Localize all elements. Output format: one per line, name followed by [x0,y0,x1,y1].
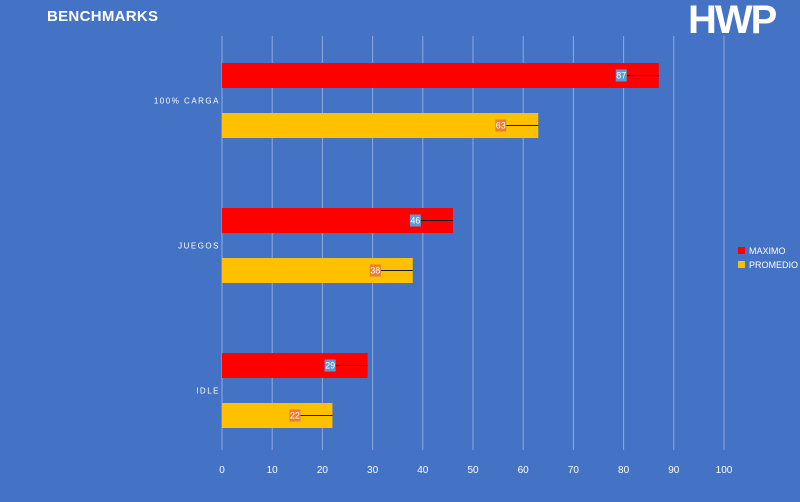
x-tick-label: 70 [568,465,580,476]
data-label: 38 [370,266,380,276]
data-label-box [409,214,421,227]
data-label-box [289,409,301,422]
category-label: JUEGOS [178,242,220,251]
data-label: 63 [496,121,506,131]
x-tick-label: 0 [219,465,225,476]
x-tick-label: 40 [417,465,429,476]
x-tick-label: 20 [317,465,329,476]
data-label: 29 [325,361,335,371]
data-label: 22 [290,411,300,421]
category-label: IDLE [196,387,220,396]
x-tick-label: 80 [618,465,630,476]
data-label-box [615,69,627,82]
legend-label: PROMEDIO [749,260,798,270]
data-label-box [324,359,336,372]
x-tick-label: 30 [367,465,379,476]
hwp-logo: HWP [688,0,777,42]
data-label: 46 [410,216,420,226]
category-label: 100% CARGA [154,97,220,106]
chart-title: BENCHMARKS [47,8,159,25]
x-tick-label: 50 [467,465,479,476]
x-tick-label: 60 [518,465,530,476]
legend-swatch [738,247,745,254]
data-label-box [495,119,507,132]
legend-label: MAXIMO [749,246,786,256]
bar [222,113,539,138]
x-tick-label: 100 [716,465,733,476]
bar [222,63,659,88]
data-label-box [369,264,381,277]
legend-swatch [738,261,745,268]
x-tick-label: 10 [267,465,279,476]
x-tick-label: 90 [668,465,680,476]
data-label: 87 [616,71,626,81]
